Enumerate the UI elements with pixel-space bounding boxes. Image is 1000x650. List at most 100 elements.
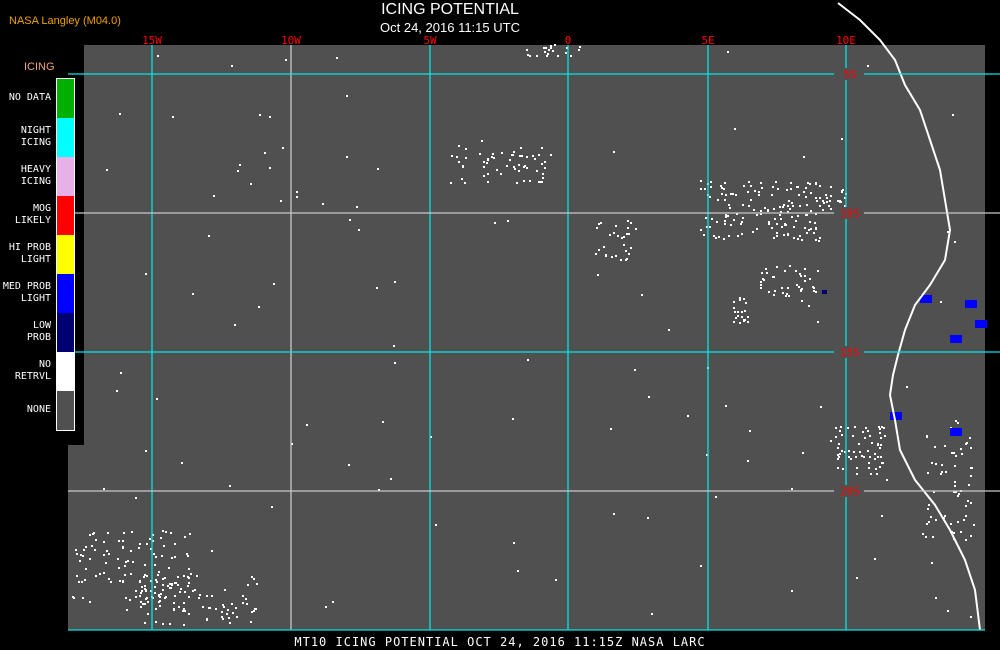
cloud-pixel	[483, 161, 485, 163]
cloud-pixel	[206, 618, 208, 620]
cloud-pixel	[823, 202, 825, 204]
credit-label: NASA Langley (M04.0)	[9, 15, 121, 27]
map-timestamp: Oct 24, 2016 11:15 UTC	[380, 20, 520, 35]
cloud-pixel	[139, 543, 141, 545]
latitude-label: 20S	[840, 485, 860, 498]
cloud-pixel	[772, 186, 774, 188]
cloud-pixel	[791, 202, 793, 204]
cloud-pixel	[541, 163, 543, 165]
cloud-pixel	[156, 398, 158, 400]
cloud-pixel	[258, 306, 260, 308]
cloud-pixel	[797, 215, 799, 217]
cloud-pixel	[610, 428, 612, 430]
cloud-pixel	[773, 276, 775, 278]
cloud-pixel	[227, 609, 229, 611]
cloud-pixel	[829, 200, 831, 202]
cloud-pixel	[869, 435, 871, 437]
cloud-pixel	[814, 222, 816, 224]
cloud-pixel	[709, 226, 711, 228]
cloud-pixel	[706, 226, 708, 228]
cloud-pixel	[456, 156, 458, 158]
cloud-pixel	[758, 191, 760, 193]
cloud-pixel	[182, 610, 184, 612]
cloud-pixel	[75, 549, 77, 551]
cloud-pixel	[785, 295, 787, 297]
cloud-pixel	[154, 564, 156, 566]
cloud-pixel	[174, 556, 176, 558]
cloud-pixel	[213, 195, 215, 197]
cloud-pixel	[141, 590, 143, 592]
cloud-pixel	[187, 555, 189, 557]
legend-label: NO RETRVL	[14, 358, 51, 382]
med-prob-icing-patch	[890, 412, 902, 420]
cloud-pixel	[837, 458, 839, 460]
cloud-pixel	[797, 238, 799, 240]
cloud-pixel	[876, 473, 878, 475]
cloud-pixel	[780, 211, 782, 213]
cloud-pixel	[877, 456, 879, 458]
cloud-pixel	[161, 555, 163, 557]
cloud-pixel	[837, 467, 839, 469]
cloud-pixel	[868, 462, 870, 464]
cloud-pixel	[512, 418, 514, 420]
cloud-pixel	[830, 195, 832, 197]
cloud-pixel	[512, 154, 514, 156]
cloud-pixel	[231, 65, 233, 67]
cloud-pixel	[554, 44, 556, 46]
cloud-pixel	[928, 504, 930, 506]
cloud-pixel	[184, 610, 186, 612]
cloud-pixel	[493, 157, 495, 159]
cloud-pixel	[768, 223, 770, 225]
cloud-pixel	[253, 610, 255, 612]
cloud-pixel	[103, 572, 105, 574]
cloud-pixel	[242, 595, 244, 597]
cloud-pixel	[126, 609, 128, 611]
cloud-pixel	[231, 603, 233, 605]
cloud-pixel	[932, 536, 934, 538]
cloud-pixel	[526, 156, 528, 158]
cloud-pixel	[798, 194, 800, 196]
cloud-pixel	[960, 448, 962, 450]
cloud-pixel	[435, 524, 437, 526]
cloud-pixel	[747, 316, 749, 318]
cloud-pixel	[538, 154, 540, 156]
cloud-pixel	[844, 197, 846, 199]
cloud-pixel	[145, 273, 147, 275]
cloud-pixel	[700, 229, 702, 231]
cloud-pixel	[164, 577, 166, 579]
cloud-pixel	[623, 236, 625, 238]
cloud-pixel	[236, 616, 238, 618]
cloud-pixel	[183, 608, 185, 610]
cloud-pixel	[228, 617, 230, 619]
cloud-pixel	[844, 205, 846, 207]
cloud-pixel	[521, 155, 523, 157]
cloud-pixel	[764, 207, 766, 209]
cloud-pixel	[529, 55, 531, 57]
cloud-pixel	[144, 574, 146, 576]
cloud-pixel	[710, 181, 712, 183]
cloud-pixel	[224, 589, 226, 591]
cloud-pixel	[704, 188, 706, 190]
cloud-pixel	[806, 232, 808, 234]
cloud-pixel	[718, 236, 720, 238]
cloud-pixel	[164, 597, 166, 599]
cloud-pixel	[142, 603, 144, 605]
cloud-pixel	[855, 456, 857, 458]
cloud-pixel	[628, 233, 630, 235]
cloud-pixel	[83, 549, 85, 551]
cloud-pixel	[725, 194, 727, 196]
cloud-pixel	[776, 223, 778, 225]
cloud-pixel	[155, 608, 157, 610]
cloud-pixel	[178, 606, 180, 608]
cloud-pixel	[507, 220, 509, 222]
cloud-pixel	[826, 201, 828, 203]
cloud-pixel	[336, 57, 338, 59]
cloud-pixel	[183, 602, 185, 604]
cloud-pixel	[105, 562, 107, 564]
cloud-pixel	[159, 600, 161, 602]
cloud-pixel	[506, 165, 508, 167]
cloud-pixel	[124, 565, 126, 567]
cloud-pixel	[954, 241, 956, 243]
cloud-pixel	[85, 546, 87, 548]
cloud-pixel	[154, 592, 156, 594]
